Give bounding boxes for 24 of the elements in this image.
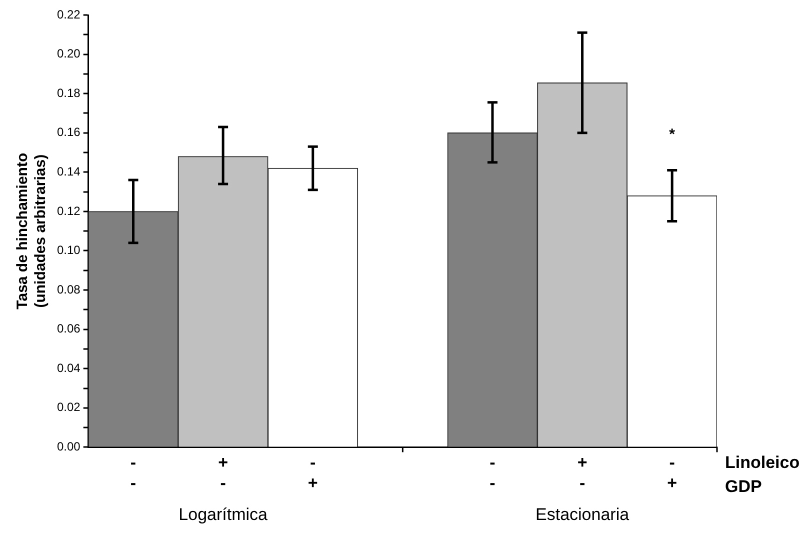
x-tick-label: + - <box>577 453 588 492</box>
text: Linoleico <box>725 452 800 472</box>
x-tick-label: + - <box>218 453 228 492</box>
y-tick-label: 0.02 <box>56 400 81 414</box>
x-tick-label: - - <box>490 453 496 492</box>
y-tick-label: 0.14 <box>56 164 81 178</box>
y-tick-label: 0.00 <box>56 440 81 454</box>
x-tick-label: - + <box>308 453 318 492</box>
y-tick-label: 0.12 <box>56 204 81 218</box>
annotation: * <box>669 126 676 143</box>
y-tick-label: 0.04 <box>56 360 81 375</box>
y-tick-label: 0.16 <box>56 125 81 140</box>
y-tick-label: 0.20 <box>56 46 81 61</box>
x-tick-label: - - <box>130 453 136 492</box>
text: GDP <box>725 476 762 496</box>
y-tick-label: 0.06 <box>56 322 81 336</box>
y-tick-label: 0.10 <box>56 243 81 258</box>
x-tick-label: - + <box>667 453 678 492</box>
y-axis-title: Tasa de hinchamiento (unidades arbitrarias) <box>14 152 50 310</box>
y-tick-label: 0.08 <box>56 282 81 296</box>
y-tick-label: 0.18 <box>56 86 81 100</box>
text: Estacionaria <box>536 504 630 524</box>
y-tick-label: 0.22 <box>56 7 81 22</box>
text: Logarítmica <box>178 504 268 524</box>
